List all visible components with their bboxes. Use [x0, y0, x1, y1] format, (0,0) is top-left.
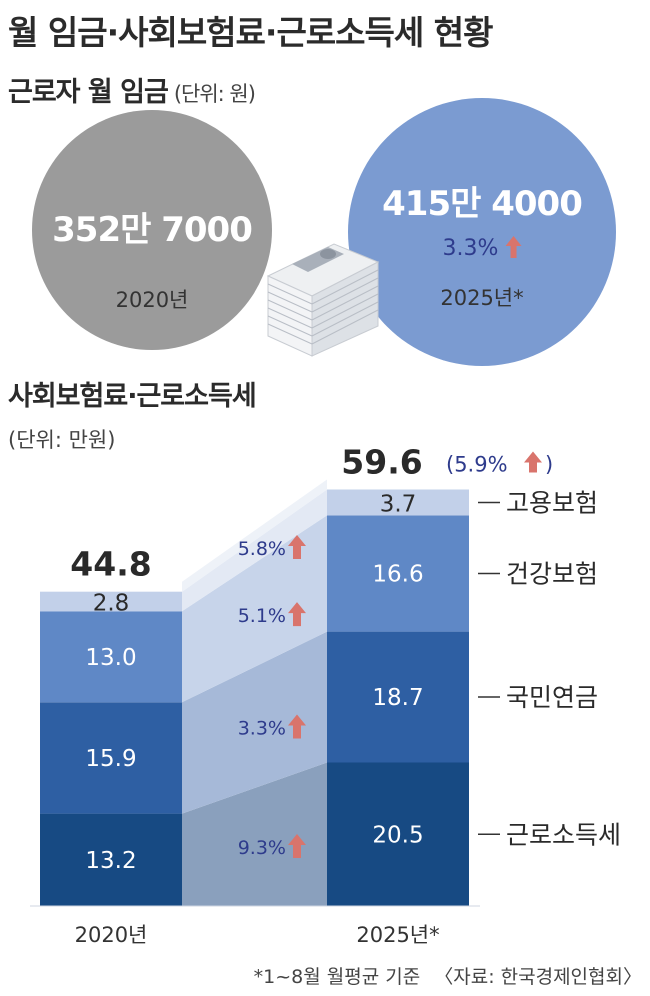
value-label-1-2: 16.6	[372, 562, 423, 588]
footnote-source: 〈자료: 한국경제인협회〉	[434, 966, 642, 988]
footnote-note: *1~8월 월평균 기준	[253, 966, 421, 988]
wage-circle-2025: 415만 4000 3.3% 2025년*	[348, 98, 616, 366]
value-label-0-1: 15.9	[85, 746, 136, 772]
year-label-0: 2020년	[75, 923, 148, 947]
up-arrow-icon	[288, 602, 306, 627]
growth-label-3: 5.8%	[238, 538, 286, 560]
legend-label-0: 근로소득세	[506, 820, 621, 849]
wage-growth-2025: 3.3%	[443, 236, 522, 261]
band-2	[182, 515, 327, 703]
wage-title-text: 근로자 월 임금	[8, 77, 169, 108]
bar-0-1	[40, 702, 182, 814]
value-label-1-0: 20.5	[372, 822, 423, 848]
legend-label-2: 건강보험	[506, 560, 598, 589]
footnote: *1~8월 월평균 기준 〈자료: 한국경제인협회〉	[254, 962, 642, 989]
wage-circle-2020: 352만 7000 2020년	[32, 110, 272, 350]
band-3	[182, 489, 327, 612]
legend-label-1: 국민연금	[506, 683, 598, 712]
bar-0-0	[40, 813, 182, 906]
band-0	[182, 762, 327, 906]
legend-label-3: 고용보험	[506, 488, 598, 517]
growth-label-1: 3.3%	[238, 718, 286, 740]
value-label-0-2: 13.0	[85, 645, 136, 671]
bar-0-2	[40, 611, 182, 703]
bar-1-0	[327, 762, 469, 906]
value-label-1-3: 3.7	[380, 491, 417, 517]
total-label-1: 59.6	[341, 443, 422, 482]
bar-1-2	[327, 515, 469, 632]
up-arrow-icon	[288, 534, 306, 559]
insurance-section-title: 사회보험료·근로소득세	[8, 381, 257, 412]
wage-value-2025: 415만 4000	[382, 184, 583, 224]
growth-label-2: 5.1%	[238, 605, 286, 627]
wage-value-2020: 352만 7000	[52, 210, 253, 250]
wage-year-2020: 2020년	[115, 288, 189, 312]
band-outline	[182, 479, 327, 592]
wage-section-title: 근로자 월 임금 (단위: 원)	[8, 70, 256, 109]
band-1	[182, 631, 327, 814]
money-stack-icon	[266, 243, 380, 357]
wage-year-2025: 2025년*	[440, 286, 524, 310]
insurance-unit: (단위: 만원)	[8, 428, 116, 452]
growth-label-0: 9.3%	[238, 837, 286, 859]
total-growth-close: )	[545, 453, 553, 477]
bar-1-3	[327, 489, 469, 516]
bar-0-3	[40, 591, 182, 612]
up-arrow-icon	[505, 236, 522, 258]
up-arrow-icon	[288, 714, 306, 739]
up-arrow-icon	[288, 834, 306, 859]
up-arrow-icon	[524, 451, 542, 473]
value-label-0-3: 2.8	[93, 591, 130, 617]
wage-unit: (단위: 원)	[173, 82, 256, 106]
value-label-0-0: 13.2	[85, 848, 136, 874]
total-label-0: 44.8	[70, 545, 151, 584]
total-growth-label: (5.9%	[446, 453, 508, 477]
wage-growth-value: 3.3%	[442, 236, 499, 261]
year-label-1: 2025년*	[356, 923, 439, 947]
main-title: 월 임금·사회보험료·근로소득세 현황	[8, 13, 493, 52]
bar-1-1	[327, 631, 469, 763]
value-label-1-1: 18.7	[372, 685, 423, 711]
